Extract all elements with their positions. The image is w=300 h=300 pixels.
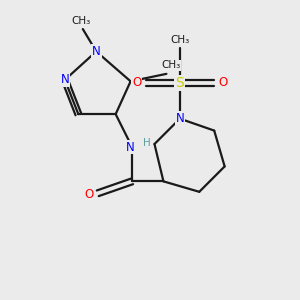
Text: N: N bbox=[176, 112, 184, 125]
Text: S: S bbox=[176, 76, 184, 90]
Text: N: N bbox=[126, 140, 135, 154]
Text: O: O bbox=[85, 188, 94, 201]
Text: H: H bbox=[143, 138, 151, 148]
Text: N: N bbox=[61, 73, 69, 86]
Text: CH₃: CH₃ bbox=[161, 61, 181, 70]
Text: O: O bbox=[218, 76, 228, 89]
Text: CH₃: CH₃ bbox=[170, 35, 190, 45]
Text: N: N bbox=[92, 45, 100, 58]
Text: CH₃: CH₃ bbox=[72, 16, 91, 26]
Text: O: O bbox=[132, 76, 141, 89]
